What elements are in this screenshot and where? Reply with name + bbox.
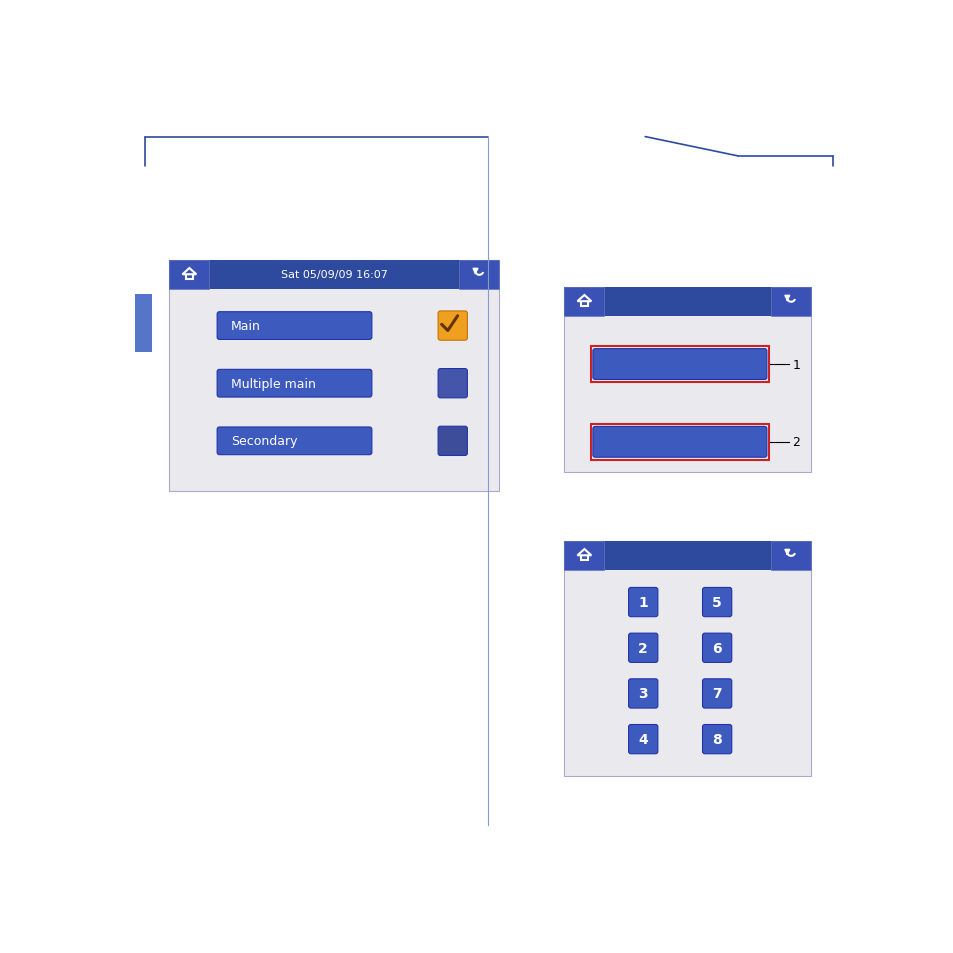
FancyBboxPatch shape [592, 427, 766, 457]
Text: 5: 5 [712, 596, 721, 609]
FancyBboxPatch shape [437, 427, 467, 456]
Text: Secondary: Secondary [231, 435, 297, 448]
Text: Sat 05/09/09 16:07: Sat 05/09/09 16:07 [280, 270, 387, 280]
FancyBboxPatch shape [628, 724, 658, 754]
FancyBboxPatch shape [217, 370, 372, 397]
Text: Main: Main [231, 319, 260, 333]
FancyBboxPatch shape [437, 312, 467, 341]
FancyBboxPatch shape [564, 288, 604, 316]
FancyBboxPatch shape [628, 588, 658, 617]
FancyBboxPatch shape [170, 260, 498, 491]
FancyBboxPatch shape [770, 288, 810, 316]
FancyBboxPatch shape [628, 679, 658, 708]
FancyBboxPatch shape [701, 588, 731, 617]
FancyBboxPatch shape [701, 634, 731, 662]
FancyBboxPatch shape [628, 634, 658, 662]
FancyBboxPatch shape [564, 541, 810, 776]
Text: 2: 2 [638, 641, 647, 655]
Text: 7: 7 [712, 687, 721, 700]
FancyBboxPatch shape [770, 541, 810, 571]
FancyBboxPatch shape [217, 313, 372, 340]
FancyBboxPatch shape [170, 260, 498, 290]
Text: Multiple main: Multiple main [231, 377, 315, 391]
Text: 2: 2 [792, 436, 800, 449]
FancyBboxPatch shape [701, 724, 731, 754]
Text: 4: 4 [638, 732, 647, 746]
FancyBboxPatch shape [170, 260, 210, 290]
FancyBboxPatch shape [564, 541, 810, 571]
FancyBboxPatch shape [217, 428, 372, 456]
FancyBboxPatch shape [701, 679, 731, 708]
FancyBboxPatch shape [564, 288, 810, 472]
FancyBboxPatch shape [437, 369, 467, 398]
Text: 6: 6 [712, 641, 721, 655]
FancyBboxPatch shape [135, 295, 152, 353]
Text: 8: 8 [712, 732, 721, 746]
Text: 1: 1 [792, 358, 800, 371]
FancyBboxPatch shape [458, 260, 498, 290]
FancyBboxPatch shape [564, 541, 604, 571]
FancyBboxPatch shape [564, 288, 810, 316]
FancyBboxPatch shape [592, 349, 766, 380]
Text: 1: 1 [638, 596, 647, 609]
Text: 3: 3 [638, 687, 647, 700]
